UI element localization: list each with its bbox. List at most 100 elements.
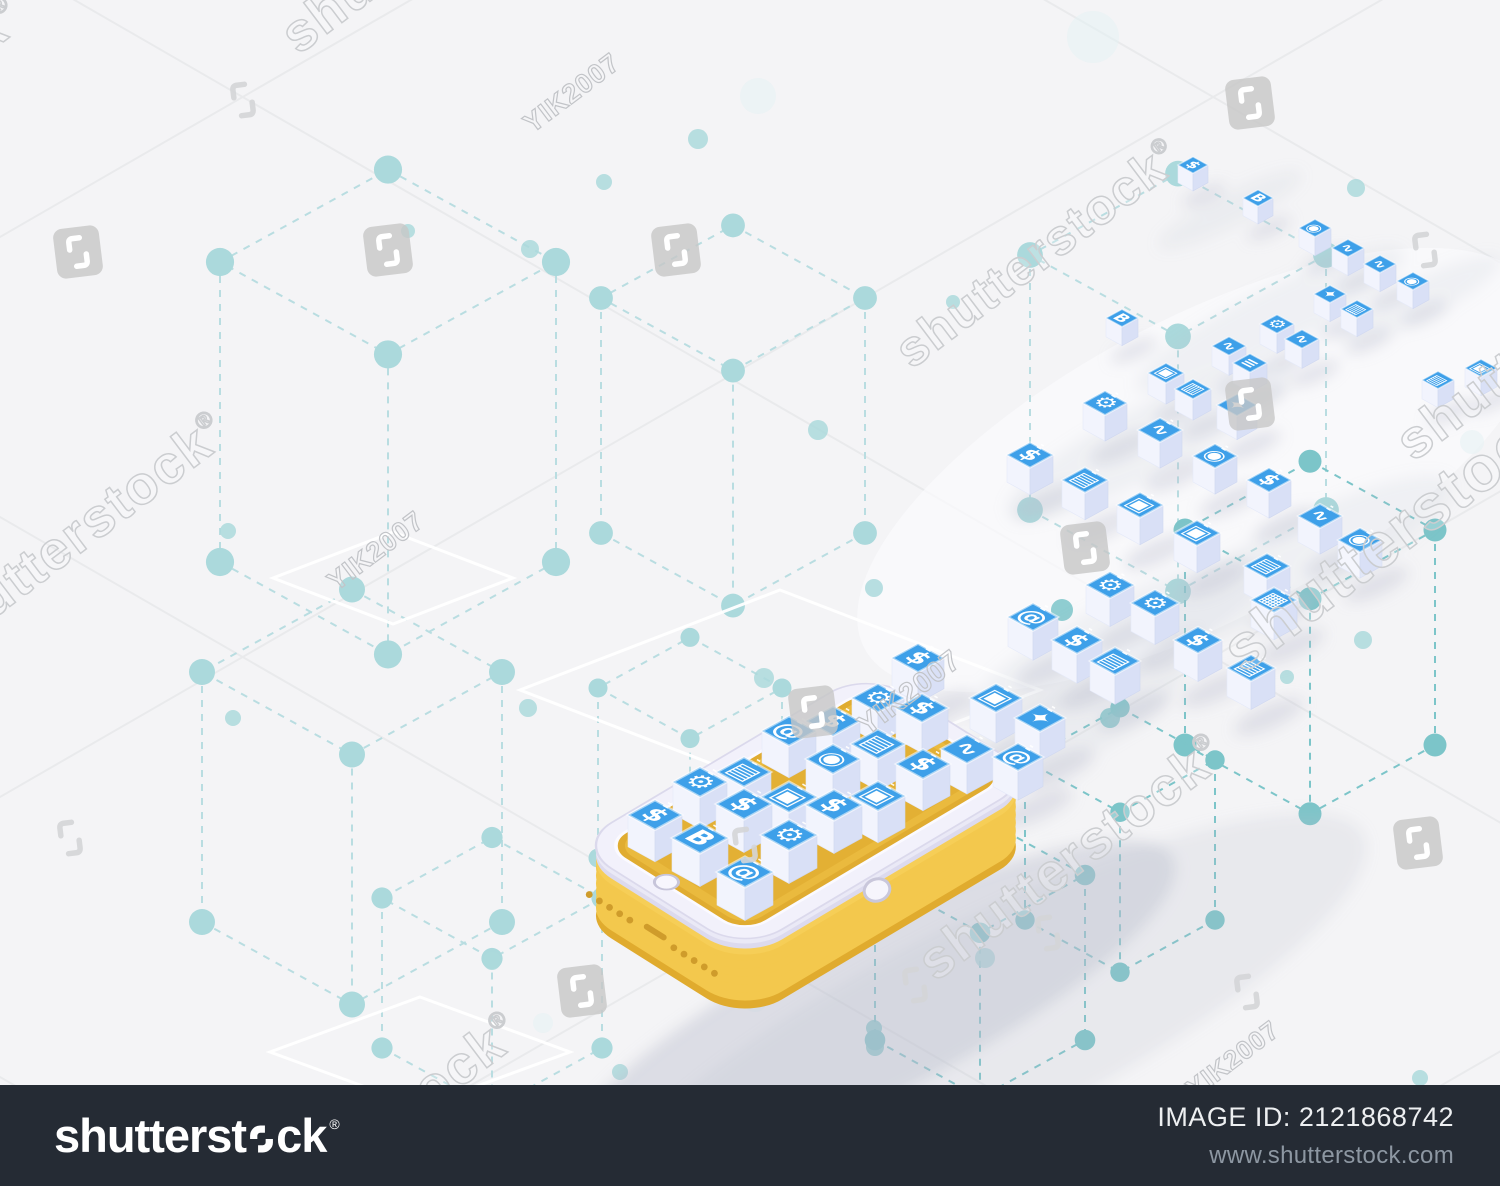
signal-ticks-icon [1003, 685, 1013, 692]
signal-ticks-icon [1161, 591, 1170, 598]
cube-top-face [1049, 624, 1105, 656]
node-dot [1298, 449, 1322, 473]
app-cube: ◉ [1395, 271, 1431, 310]
logo-bracket-mark [230, 81, 256, 119]
app-cube: ▤ [1087, 645, 1143, 705]
node-dot [1017, 242, 1043, 268]
shutterstock-logo-mark [788, 685, 838, 739]
cube-top-face [1420, 370, 1456, 390]
app-cube: ⚙ [1128, 588, 1182, 646]
app-cube: ∿ [1295, 502, 1345, 555]
app-cube: ◉ [1190, 442, 1240, 495]
node-dot [373, 640, 403, 669]
app-cube: $ [1004, 441, 1056, 496]
cube-top-face [848, 779, 908, 813]
node-dot [1280, 670, 1294, 684]
website-url: www.shutterstock.com [1209, 1141, 1454, 1169]
app-cube: ∿ [1330, 238, 1366, 277]
signal-ticks-icon [1166, 419, 1174, 425]
signal-ticks-icon [1122, 648, 1131, 656]
shutterstock-logo: shutterst ck ® [54, 1108, 340, 1163]
node-dot [589, 521, 613, 545]
node-dot [339, 576, 365, 603]
node-dot [541, 547, 571, 577]
speaker-dot [711, 969, 718, 977]
cube-shadow [1470, 388, 1500, 413]
node-dot [1205, 750, 1225, 770]
node-dot [521, 240, 539, 258]
cube-shadow-streak [1158, 170, 1302, 250]
signal-ticks-icon [1326, 505, 1334, 511]
app-cube: $ [1176, 155, 1210, 192]
logo-text-post: ck [276, 1109, 327, 1162]
signal-ticks-icon [885, 685, 895, 692]
shutterstock-logo-mark [363, 223, 413, 277]
node-dot [189, 909, 215, 935]
node-dot [865, 579, 883, 597]
cube-shadow [1258, 628, 1325, 665]
cube-top-face [1312, 284, 1348, 304]
cube-top-face [1083, 570, 1137, 600]
signal-ticks-icon [1366, 529, 1374, 535]
app-cube: $ [1244, 466, 1294, 519]
cube-shadow [1345, 567, 1408, 602]
cube-top-face [1104, 308, 1140, 328]
cube-shadow [1402, 301, 1448, 326]
cube-top-face [1171, 625, 1225, 655]
node-dot [680, 729, 700, 749]
speaker-dot [680, 950, 688, 958]
signal-ticks-icon [1091, 468, 1100, 475]
node-dot [688, 129, 708, 149]
cube-top-face [669, 821, 731, 855]
cube-top-face [849, 682, 907, 714]
cube-top-face [1176, 155, 1210, 175]
signal-ticks-icon [1084, 627, 1093, 635]
cube-top-face [1005, 601, 1061, 633]
node-dot [680, 627, 700, 647]
node-dot [481, 826, 503, 849]
cube-top-face [1173, 378, 1213, 400]
logo-bracket-mark [732, 826, 758, 864]
signal-ticks-icon [1280, 588, 1289, 595]
app-cube: ⚙ [1080, 389, 1130, 442]
node-dot [483, 952, 501, 970]
signal-ticks-icon [752, 790, 762, 798]
node-dot [225, 710, 241, 726]
signal-ticks-icon [1047, 705, 1056, 713]
node-dot [339, 991, 365, 1018]
shutterstock-logo-mark [1225, 377, 1275, 431]
app-cube: $ [1171, 625, 1225, 683]
app-cube: ∿ [1362, 254, 1398, 293]
cube-top-face [1171, 519, 1223, 547]
cube-top-face [1362, 254, 1398, 274]
wireframe-cube [589, 213, 877, 618]
cube-top-face [1339, 299, 1375, 319]
shutterstock-logo-mark [1393, 816, 1443, 870]
cube-top-face [1210, 335, 1248, 357]
node-dot [371, 887, 393, 909]
speaker-dots [585, 891, 718, 977]
app-cube: ⚙ [1083, 570, 1137, 628]
logo-text-pre: shutterst [54, 1109, 247, 1162]
logo-bracket-mark [902, 966, 928, 1004]
app-cube: ∿ [1283, 328, 1321, 369]
cube-shadow [1290, 360, 1340, 387]
cube-top-face [1128, 588, 1182, 618]
node-dot [220, 523, 236, 539]
signal-ticks-icon [1146, 493, 1155, 500]
cube-top-face [889, 642, 947, 674]
cube-top-face [1135, 416, 1185, 444]
node-dot [808, 420, 828, 440]
signal-ticks-icon [1273, 554, 1282, 561]
node-dot [1173, 733, 1197, 757]
app-cube: B [1241, 188, 1275, 225]
cube-top-face [990, 741, 1046, 773]
cube-top-face [1258, 313, 1296, 335]
signal-ticks-icon [708, 824, 718, 832]
image-meta: IMAGE ID: 2121868742 www.shutterstock.co… [1157, 1102, 1454, 1170]
signal-ticks-icon [840, 707, 850, 715]
cube-top-face [1012, 702, 1068, 734]
signal-ticks-icon [797, 783, 807, 791]
cube-shadow [1234, 698, 1304, 736]
cube-top-face [1297, 218, 1333, 238]
